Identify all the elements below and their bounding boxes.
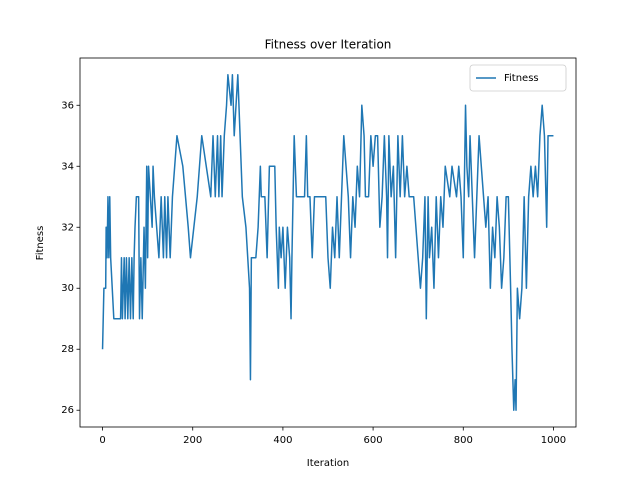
x-tick-label: 800 [454,435,473,446]
x-tick-label: 400 [273,435,292,446]
x-tick-label: 600 [364,435,383,446]
y-tick-label: 28 [61,344,74,355]
x-tick-label: 1000 [541,435,566,446]
y-tick-label: 34 [61,161,74,172]
legend-label: Fitness [504,73,539,84]
chart-title: Fitness over Iteration [265,38,392,52]
y-tick-label: 26 [61,405,74,416]
y-tick-label: 36 [61,100,74,111]
y-tick-label: 32 [61,222,74,233]
x-axis-label: Iteration [307,458,349,469]
y-axis-label: Fitness [35,226,46,261]
x-tick-label: 200 [183,435,202,446]
data-line [101,74,554,411]
y-tick-label: 30 [61,283,74,294]
legend-box [469,64,567,92]
axes-frame [79,57,577,428]
x-tick-label: 0 [99,435,105,446]
